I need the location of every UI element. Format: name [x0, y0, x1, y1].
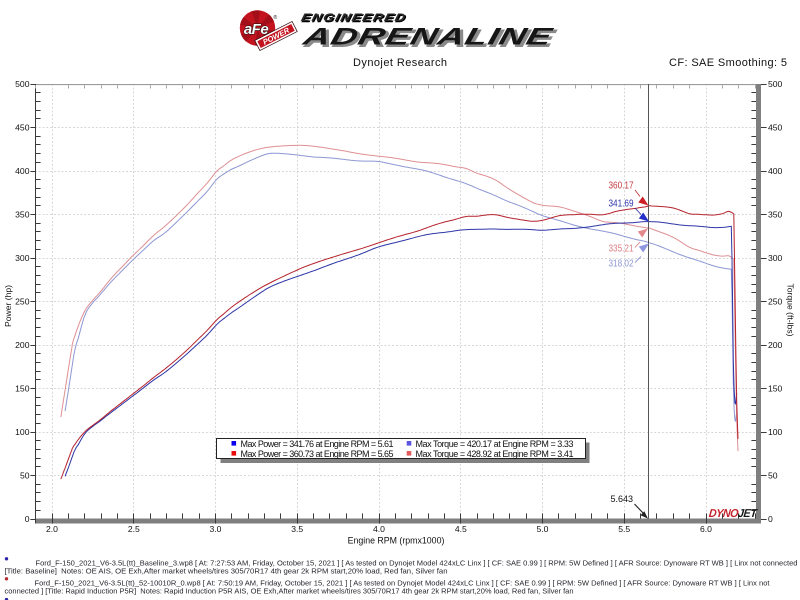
svg-text:0: 0: [768, 514, 773, 524]
svg-text:5.643: 5.643: [610, 494, 633, 504]
svg-text:335.21: 335.21: [609, 244, 634, 255]
svg-text:300: 300: [15, 253, 30, 263]
svg-text:200: 200: [15, 340, 30, 350]
svg-text:300: 300: [768, 253, 783, 263]
svg-text:0: 0: [25, 514, 30, 524]
svg-text:Engine RPM (rpmx1000): Engine RPM (rpmx1000): [348, 536, 445, 546]
svg-text:400: 400: [768, 166, 783, 176]
svg-text:350: 350: [768, 210, 783, 220]
svg-text:[Title: Baseline] Notes: OE A: [Title: Baseline] Notes: OE AIS, OE Exh,…: [5, 567, 448, 576]
svg-text:Dynojet Research: Dynojet Research: [353, 57, 447, 69]
svg-text:150: 150: [768, 384, 783, 394]
svg-text:4.5: 4.5: [455, 524, 467, 534]
svg-text:6.0: 6.0: [700, 524, 712, 534]
svg-text:®: ®: [274, 14, 278, 21]
svg-text:Ford_F-150_2021_V6-3.5L(tt)_52: Ford_F-150_2021_V6-3.5L(tt)_52-10010R_0.…: [35, 578, 770, 587]
svg-text:250: 250: [768, 297, 783, 307]
svg-text:50: 50: [20, 471, 30, 481]
svg-text:3.5: 3.5: [291, 524, 303, 534]
svg-text:5.5: 5.5: [618, 524, 630, 534]
svg-text:450: 450: [768, 123, 783, 133]
svg-text:Max Torque = 420.17 at Engine: Max Torque = 420.17 at Engine RPM = 3.33: [416, 439, 574, 449]
svg-text:Max Torque = 428.92 at Engine: Max Torque = 428.92 at Engine RPM = 3.41: [416, 449, 574, 459]
svg-text:Torque (ft-lbs): Torque (ft-lbs): [786, 283, 796, 336]
svg-text:2.0: 2.0: [46, 524, 58, 534]
svg-text:50: 50: [768, 471, 778, 481]
svg-text:Max Power = 341.76 at Engine R: Max Power = 341.76 at Engine RPM = 5.61: [241, 439, 394, 449]
svg-text:CF: SAE Smoothing: 5: CF: SAE Smoothing: 5: [669, 57, 787, 69]
svg-text:150: 150: [15, 384, 30, 394]
svg-text:400: 400: [15, 166, 30, 176]
svg-text:2.5: 2.5: [128, 524, 140, 534]
svg-text:Ford_F-150_2021_V6-3.5L(tt)_Ba: Ford_F-150_2021_V6-3.5L(tt)_Baseline_3.w…: [36, 559, 798, 568]
svg-text:DYNOJET: DYNOJET: [708, 508, 758, 520]
svg-text:Power (hp): Power (hp): [3, 285, 13, 327]
svg-text:250: 250: [15, 297, 30, 307]
svg-text:5.0: 5.0: [537, 524, 549, 534]
svg-text:200: 200: [768, 340, 783, 350]
svg-text:3.0: 3.0: [210, 524, 222, 534]
svg-text:100: 100: [768, 427, 783, 437]
svg-text:4.0: 4.0: [373, 524, 385, 534]
svg-text:100: 100: [15, 427, 30, 437]
svg-text:ADRENALINE: ADRENALINE: [299, 24, 555, 51]
svg-text:318.02: 318.02: [609, 259, 634, 270]
svg-text:450: 450: [15, 123, 30, 133]
svg-text:350: 350: [15, 210, 30, 220]
svg-text:500: 500: [768, 79, 783, 89]
svg-text:ENGINEERED: ENGINEERED: [300, 12, 408, 24]
svg-text:500: 500: [15, 79, 30, 89]
svg-text:connected ] [Title: Rapid Indu: connected ] [Title: Rapid Induction P5R]…: [5, 586, 574, 595]
svg-text:360.17: 360.17: [609, 181, 634, 192]
svg-text:aFe: aFe: [244, 21, 269, 38]
svg-text:Max Power = 360.73 at Engine R: Max Power = 360.73 at Engine RPM = 5.65: [241, 449, 394, 459]
svg-text:341.69: 341.69: [609, 199, 634, 210]
